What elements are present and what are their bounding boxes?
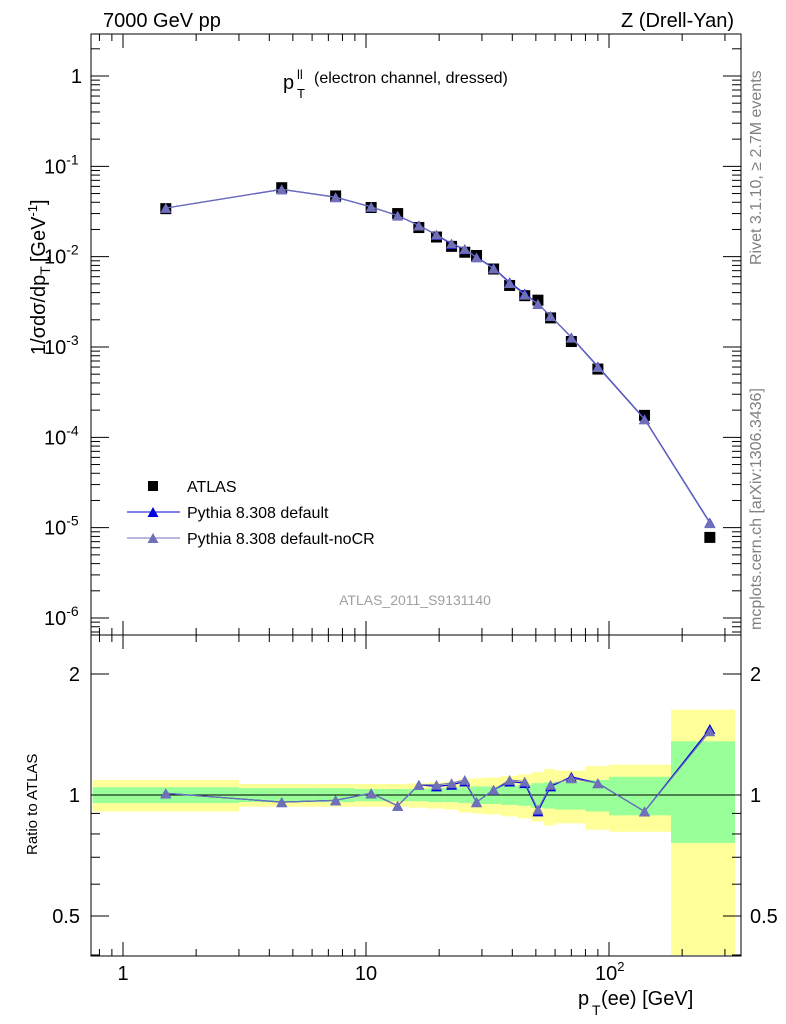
nocr-point [446,238,458,249]
y-tick-label: 10-2 [44,242,79,269]
nocr-point [639,414,651,425]
main-title: p ll T (electron channel, dressed) [283,67,508,101]
nocr-point [704,518,716,529]
ratio-nocr-point [330,795,342,806]
y-tick-label: 10-4 [44,422,79,449]
y-tick-label: 10-5 [44,513,79,540]
title-main: p [283,72,294,94]
rivet-label: Rivet 3.1.10, ≥ 2.7M events [748,70,765,265]
ratio-nocr-point [446,778,458,789]
band-inner-15 [555,781,586,810]
nocr-point [532,298,544,309]
ratio-nocr-point [504,775,516,785]
ratio-y-tick-label-right: 2 [750,664,761,686]
svg-text:1/σdσ/dpT[GeV-1]: 1/σdσ/dpT[GeV-1] [25,199,53,355]
legend-marker-default [147,507,159,517]
ratio-nocr-point [413,779,425,790]
nocr-point [392,210,404,221]
ratio-y-tick-label-left: 2 [69,664,80,686]
ratio-xlabel: p T (ee) [GeV] [578,988,693,1018]
nocr-point [160,203,172,213]
ratio-nocr-point [565,773,577,784]
y-tick-label: 10-6 [44,603,79,630]
ratio-nocr-point [545,779,557,790]
ratio-nocr-point [160,788,172,799]
xlabel-rest: (ee) [GeV] [601,988,693,1010]
nocr-point [365,201,377,212]
ratio-y-tick-label-left: 1 [69,785,80,807]
nocr-point [471,252,483,263]
xlabel-main: p [578,988,589,1010]
nocr-point [592,362,604,372]
ratio-nocr-point [471,797,483,808]
nocr-point [459,243,471,254]
nocr-point [545,311,557,322]
legend-entry-nocr: Pythia 8.308 default-noCR [127,531,375,548]
nocr-point [565,332,577,343]
x-tick-label: 102 [595,959,624,985]
mcplots-label: mcplots.cern.ch [arXiv:1306.3436] [748,388,765,630]
ratio-y-tick-label-right: 1 [750,785,761,807]
header-right: Z (Drell-Yan) [621,10,734,32]
ratio-nocr-point [488,784,500,795]
atlas-point [704,531,716,543]
ratio-nocr-point [639,806,651,817]
ratio-nocr-point [459,775,471,785]
title-rest: (electron channel, dressed) [314,70,508,87]
ratio-nocr-point [519,776,531,787]
legend-entry-atlas: ATLAS [148,479,237,496]
ratio-y-tick-label-left: 0.5 [52,906,80,928]
nocr-point [488,263,500,274]
band-inner-18 [671,741,735,843]
x-tick-label: 1 [117,963,128,985]
y-tick-label: 10-3 [44,332,79,359]
y-tick-label: 1 [71,66,82,88]
ratio-panel: 0.5 0.5 1 1 2 2 1 10 102 Ratio to ATLAS p T (ee… [24,634,778,1018]
legend-entry-default: Pythia 8.308 default [127,505,329,522]
reference-label: ATLAS_2011_S9131140 [339,592,491,608]
ratio-y-tick-label-right: 0.5 [750,906,778,928]
ratio-ylabel: Ratio to ATLAS [24,754,41,855]
legend: ATLAS Pythia 8.308 default Pythia 8.308 … [127,479,375,548]
nocr-point [430,229,442,240]
ratio-nocr-point [532,804,544,815]
legend-marker-atlas [148,481,158,491]
y-tick-label: 10-1 [44,151,79,178]
nocr-point [413,220,425,231]
ratio-nocr-point [365,788,377,799]
x-tick-label: 10 [355,963,377,985]
legend-label-default: Pythia 8.308 default [187,505,329,522]
nocr-point [276,184,288,195]
ratio-nocr-point [704,726,716,737]
main-panel: 10-6 10-5 10-4 10-3 10-2 10-1 1 p ll T (electr… [25,33,742,636]
legend-label-nocr: Pythia 8.308 default-noCR [187,531,375,548]
nocr-point [504,278,516,289]
ratio-frame [90,634,742,957]
nocr-point [519,289,531,300]
ratio-nocr-point [430,779,442,790]
legend-marker-nocr [147,533,159,543]
legend-label-atlas: ATLAS [187,479,237,496]
header-left: 7000 GeV pp [103,10,221,32]
ratio-nocr-point [276,797,288,808]
ratio-nocr-point [392,800,404,811]
xlabel-sub: T [592,1002,601,1018]
nocr-point [330,192,342,203]
ratio-nocr-point [592,778,604,789]
title-sup: ll [297,67,303,82]
title-sub: T [297,86,305,101]
main-ylabel: 1/σdσ/dpT[GeV-1] [25,199,53,355]
